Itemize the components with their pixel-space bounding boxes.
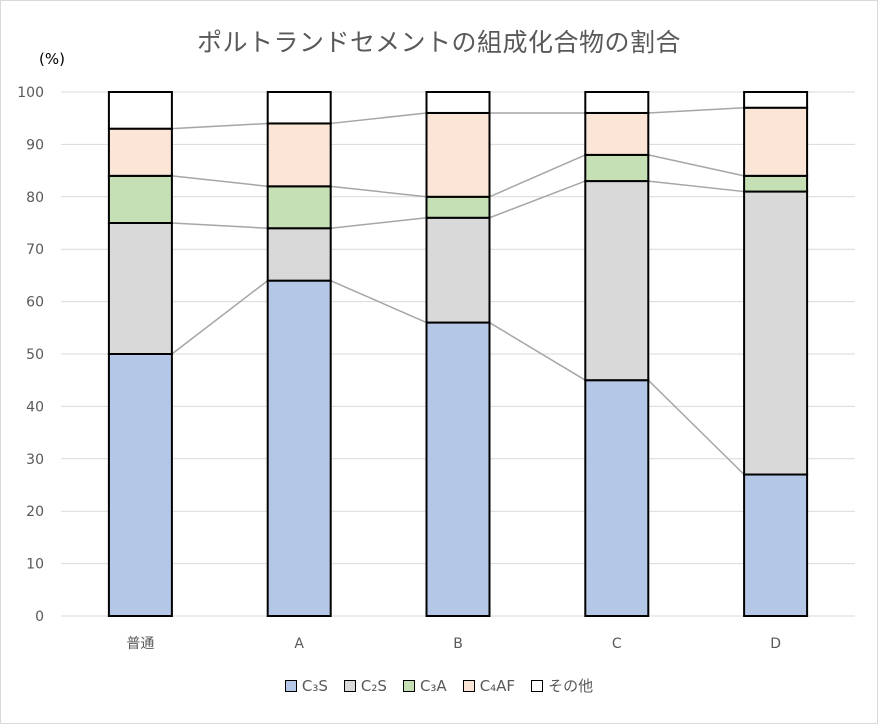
legend-label: C₄AF [479,676,516,695]
legend-item: その他 [531,675,593,696]
x-tick-label: C [612,636,622,652]
bar-segment-1 [266,227,332,282]
series-line-3 [648,106,745,114]
y-tick-label: 30 [26,452,44,468]
legend-item: C₃A [402,676,447,695]
y-tick-label: 40 [26,399,44,415]
bar-segment-3 [107,127,173,177]
series-line-0 [489,321,586,381]
bar-segment-2 [107,174,173,224]
y-tick-label: 70 [26,242,44,258]
legend-swatch [462,679,475,692]
bar-segment-3 [425,111,491,198]
series-line-1 [330,217,427,229]
y-tick-label: 20 [26,504,44,520]
series-line-2 [648,154,745,177]
legend: C₃S C₂S C₃A C₄AF その他 [1,675,877,696]
y-tick-label: 10 [26,557,44,573]
legend-swatch [402,679,415,692]
y-tick-label: 60 [26,295,44,311]
bar-segment-1 [743,190,809,476]
legend-label: その他 [548,677,594,695]
legend-item: C₄AF [462,676,516,695]
bar-segment-0 [425,321,491,617]
chart-title: ポルトランドセメントの組成化合物の割合 [196,28,681,57]
series-line-1 [489,180,586,219]
series-line-3 [330,112,427,125]
legend-label: C₃S [301,676,328,695]
y-axis-unit-label: (%) [39,50,65,68]
x-tick-label: 普通 [126,636,154,652]
bars [107,91,809,618]
series-line-2 [489,154,586,198]
bar-segment-4 [743,91,809,109]
series-lines [171,106,745,476]
legend-item: C₃S [284,676,328,695]
bar-segment-2 [743,174,809,193]
bar-segment-1 [107,222,173,355]
bar-segment-3 [743,106,809,177]
x-axis-ticks: 普通 A B C D [126,636,781,652]
series-line-1 [648,180,745,193]
bar-segment-4 [584,91,650,114]
legend-label: C₂S [360,676,387,695]
y-axis-ticks: 0 10 20 30 40 50 60 70 80 90 100 [17,85,44,625]
y-tick-label: 80 [26,190,44,206]
y-tick-label: 0 [35,609,44,625]
x-tick-label: D [770,636,781,652]
x-tick-label: B [453,636,463,652]
bar-segment-3 [266,122,332,188]
bar-segment-0 [266,279,332,617]
bar-segment-2 [266,185,332,230]
series-line-1 [171,222,268,229]
series-line-3 [171,122,268,130]
legend-swatch [343,679,356,692]
bar-segment-4 [107,91,173,130]
bar-segment-1 [425,216,491,324]
bar-segment-2 [425,195,491,219]
bar-segment-4 [425,91,491,114]
series-line-0 [171,280,269,355]
y-tick-label: 50 [26,347,44,363]
series-line-0 [647,379,745,476]
legend-item: C₂S [343,676,387,695]
legend-label: C₃A [419,676,447,695]
bar-segment-2 [584,153,650,183]
bar-segment-0 [584,379,650,618]
y-tick-label: 100 [17,85,44,101]
y-tick-label: 90 [26,137,44,153]
series-line-2 [330,185,427,198]
bar-segment-1 [584,180,650,382]
x-tick-label: A [294,636,304,652]
legend-swatch [531,679,544,692]
legend-swatch [284,679,297,692]
bar-segment-0 [107,353,173,617]
bar-segment-3 [584,111,650,156]
bar-segment-0 [743,473,809,617]
series-line-0 [330,279,427,324]
bar-segment-4 [266,91,332,125]
series-line-2 [171,175,268,188]
